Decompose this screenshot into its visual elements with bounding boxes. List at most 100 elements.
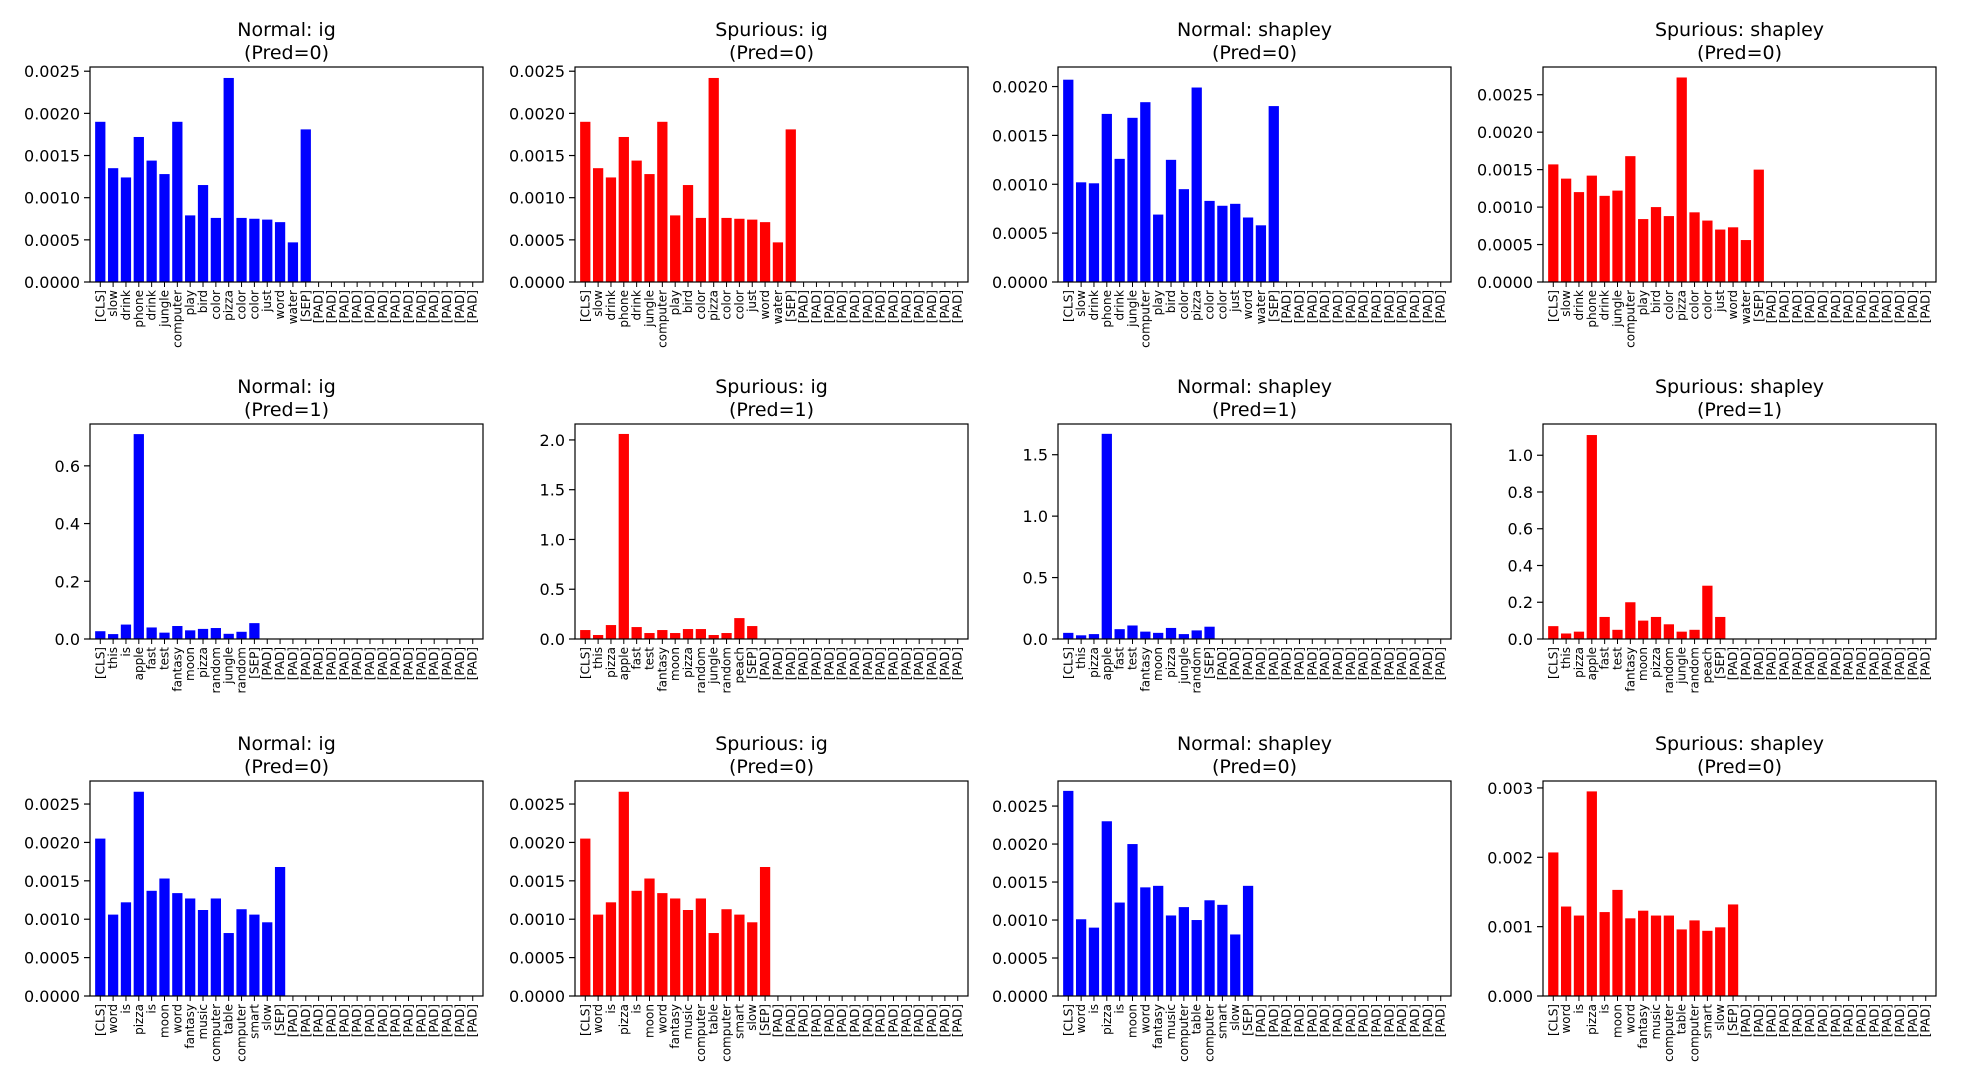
x-tick-label: peach [732, 647, 746, 684]
bar [223, 77, 234, 283]
x-tick-label: [PAD] [286, 647, 300, 680]
x-tick-label: bird [1649, 290, 1663, 313]
x-tick-label: bird [681, 290, 695, 313]
x-tick-label: [PAD] [1408, 647, 1422, 680]
x-tick-label: drink [630, 290, 644, 320]
bar [670, 215, 681, 282]
x-tick-label: [PAD] [899, 647, 913, 680]
bar [1625, 156, 1636, 282]
bar [1178, 907, 1189, 996]
x-tick-label: computer [1688, 1004, 1702, 1062]
x-tick-label: [PAD] [1267, 647, 1281, 680]
x-tick-label: [PAD] [337, 1004, 351, 1037]
bar [210, 628, 221, 639]
x-tick-label: [PAD] [758, 647, 772, 680]
bar [1217, 904, 1228, 996]
bar [618, 791, 629, 996]
y-tick-label: 1.5 [1023, 446, 1048, 465]
bar [95, 838, 106, 996]
bar [708, 635, 719, 639]
bar [1114, 902, 1125, 996]
y-tick-label: 0.0020 [992, 835, 1048, 854]
x-tick-label: is [604, 1004, 618, 1014]
bar [1663, 624, 1674, 639]
x-tick-label: [PAD] [1408, 1004, 1422, 1037]
y-tick-label: 0.5 [1023, 569, 1048, 588]
x-tick-label: [PAD] [299, 1004, 313, 1037]
x-tick-label: [PAD] [312, 647, 326, 680]
x-tick-label: color [1203, 290, 1217, 320]
bar [580, 838, 591, 996]
x-tick-label: [PAD] [1305, 647, 1319, 680]
x-tick-label: smart [1215, 1004, 1229, 1039]
bar [1573, 631, 1585, 639]
x-tick-label: is [1598, 1004, 1612, 1014]
bar [657, 630, 668, 639]
bar [1114, 158, 1125, 282]
x-tick-label: [PAD] [1752, 647, 1766, 680]
y-tick-label: 2.0 [540, 431, 565, 450]
x-tick-label: [PAD] [1331, 647, 1345, 680]
x-tick-label: test [1125, 647, 1139, 670]
bar [1702, 220, 1713, 282]
bar [1204, 900, 1215, 996]
x-tick-label: [PAD] [822, 1004, 836, 1037]
x-tick-label: [PAD] [1790, 1004, 1804, 1037]
x-tick-label: [PAD] [887, 290, 901, 323]
x-tick-label: [PAD] [389, 1004, 403, 1037]
bar [1727, 227, 1739, 282]
x-tick-label: fantasy [1151, 1004, 1165, 1049]
bar [223, 633, 234, 639]
bar [1178, 189, 1189, 282]
bar [592, 168, 604, 282]
x-tick-label: [PAD] [324, 647, 338, 680]
y-tick-label: 0.0015 [509, 872, 565, 891]
bar [1727, 904, 1739, 996]
x-tick-label: [SEP] [1241, 1004, 1255, 1036]
x-tick-label: [CLS] [1061, 647, 1075, 679]
x-tick-label: computer [1177, 1004, 1191, 1062]
x-tick-label: slow [260, 1004, 274, 1031]
x-tick-label: [PAD] [861, 647, 875, 680]
x-tick-label: [CLS] [1546, 647, 1560, 679]
x-tick-label: water [771, 290, 785, 324]
x-tick-label: [PAD] [324, 290, 338, 323]
x-tick-label: [PAD] [1765, 1004, 1779, 1037]
x-tick-label: test [1610, 647, 1624, 670]
y-tick-label: 0.0020 [509, 833, 565, 852]
bar [1063, 632, 1074, 639]
bar [1638, 620, 1649, 639]
bar [657, 121, 668, 282]
bar [682, 185, 694, 282]
x-tick-label: [CLS] [1061, 1004, 1075, 1036]
x-tick-label: [PAD] [784, 647, 798, 680]
x-tick-label: [PAD] [938, 647, 952, 680]
x-tick-label: [SEP] [758, 1004, 772, 1036]
x-tick-label: [PAD] [835, 647, 849, 680]
bar [1650, 616, 1662, 639]
x-tick-label: color [1688, 290, 1702, 320]
x-tick-label: moon [1610, 1004, 1624, 1038]
x-tick-label: color [235, 290, 249, 320]
x-tick-label: [PAD] [1816, 647, 1830, 680]
bar [107, 914, 119, 996]
x-tick-label: color [1662, 290, 1676, 320]
bar [1088, 183, 1100, 282]
bar [631, 160, 642, 282]
x-tick-label: bird [196, 290, 210, 313]
y-tick-label: 1.0 [1023, 507, 1048, 526]
x-tick-label: [PAD] [1855, 1004, 1869, 1037]
x-tick-label: drink [119, 290, 133, 320]
x-tick-label: [PAD] [1318, 290, 1332, 323]
bar [1101, 821, 1112, 996]
x-tick-label: [PAD] [286, 1004, 300, 1037]
x-tick-label: [PAD] [299, 647, 313, 680]
bar [1101, 433, 1112, 639]
bar [300, 129, 311, 282]
x-tick-label: [PAD] [273, 647, 287, 680]
x-tick-label: [SEP] [1752, 290, 1766, 322]
bar [1702, 585, 1713, 639]
x-tick-label: just [1713, 290, 1727, 313]
x-tick-label: jungle [1610, 290, 1624, 328]
